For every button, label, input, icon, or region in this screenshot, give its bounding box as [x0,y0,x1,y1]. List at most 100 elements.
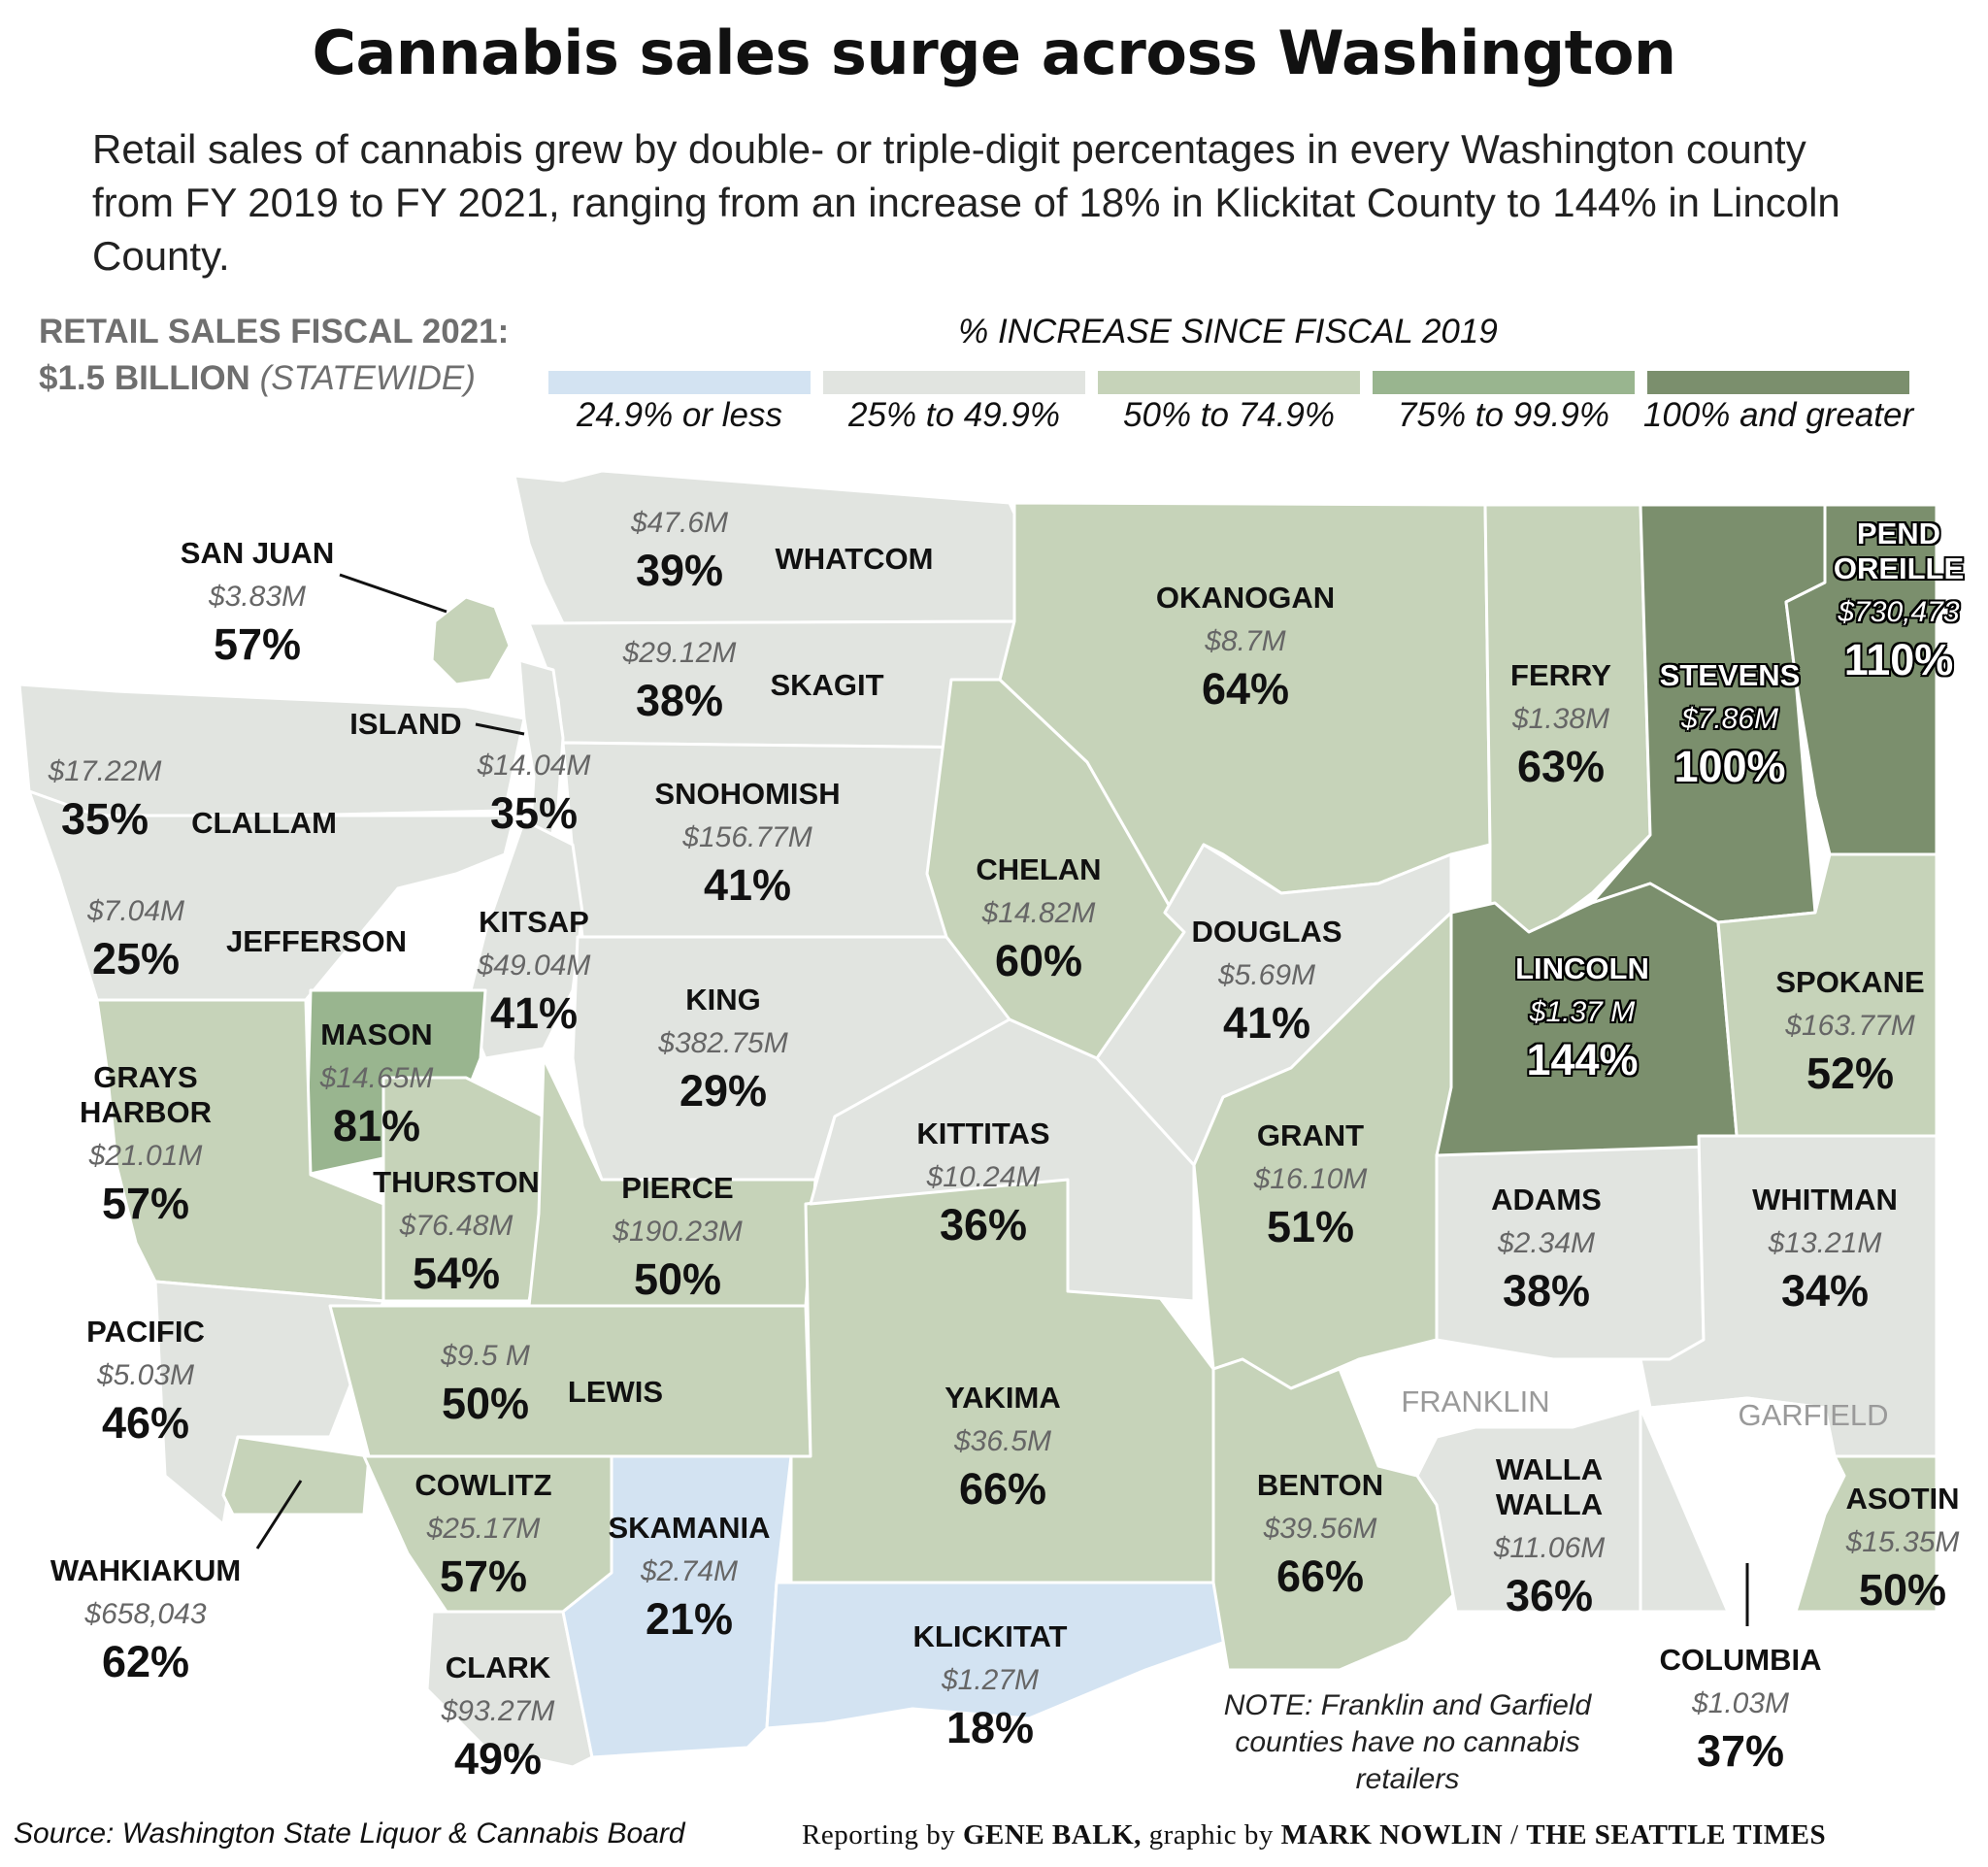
county-label-adams: ADAMS $2.34M 38% [1449,1183,1643,1315]
county-name: CLALLAM [191,806,337,840]
county-sales: $29.12M [622,637,737,669]
legend-label-2: 25% to 49.9% [848,396,1060,434]
county-sales: $21.01M [88,1140,203,1172]
legend-label-5: 100% and greater [1642,396,1914,434]
county-sales: $49.04M [477,950,591,982]
county-percent-increase: 35% [60,794,149,844]
county-name: WAHKIAKUM [50,1553,242,1587]
credit: Reporting by GENE BALK, graphic by MARK … [802,1819,1826,1851]
legend-swatch-1 [548,371,811,394]
county-name: KING [685,983,761,1017]
county-name: WHATCOM [775,542,934,576]
credit-outlet: THE SEATTLE TIMES [1526,1819,1827,1850]
county-label-island: ISLAND [318,707,493,742]
county-name: COLUMBIA [1659,1643,1822,1677]
county-name: SAN JUAN [180,536,335,570]
legend-title: % INCREASE SINCE FISCAL 2019 [958,313,1498,350]
county-label-thurston: THURSTON $76.48M 54% [359,1165,553,1297]
county-name: CHELAN [976,852,1102,886]
county-sales: $14.82M [981,897,1096,929]
legend-label-3: 50% to 74.9% [1123,396,1335,434]
legend-label-1: 24.9% or less [576,396,783,434]
county-label-franklin: FRANKLIN [1369,1384,1582,1419]
county-label-clallam: $17.22M 35% [32,755,178,843]
county-label-san-juan: SAN JUAN $3.83M 57% [131,536,383,668]
county-percent-increase: 66% [1276,1551,1365,1601]
county-sales: $36.5M [953,1425,1052,1457]
county-name: GARFIELD [1738,1398,1889,1432]
county-label-spokane: SPOKANE $163.77M 52% [1753,965,1947,1097]
county-label-mason: MASON $14.65M 81% [294,1017,459,1150]
county-name: PACIFIC [86,1315,205,1349]
county-percent-increase: 49% [453,1734,543,1784]
county-name: SNOHOMISH [654,777,841,811]
county-percent-increase: 29% [679,1066,768,1116]
statewide-scope: (STATEWIDE) [259,359,476,397]
county-percent-increase: 36% [1505,1571,1594,1620]
county-skamania [561,1454,793,1759]
county-label-king: KING $382.75M 29% [626,983,820,1115]
county-percent-increase: 60% [994,936,1083,985]
county-name: FRANKLIN [1401,1384,1550,1418]
county-sales: $730,473 [1838,596,1960,628]
county-percent-increase: 57% [101,1179,190,1228]
county-label-grays-harbor: GRAYS HARBOR $21.01M 57% [39,1060,252,1227]
county-label-columbia: COLUMBIA $1.03M 37% [1629,1643,1852,1775]
county-name: SKAMANIA [608,1511,771,1545]
county-sales: $1.03M [1691,1687,1790,1719]
county-percent-increase: 46% [101,1398,190,1448]
county-name: ASOTIN [1845,1482,1960,1516]
county-name: MASON [320,1017,433,1051]
credit-artist: MARK NOWLIN [1280,1819,1504,1850]
county-name: LINCOLN [1515,951,1649,985]
county-wahkiakum [221,1435,371,1517]
statewide-total: RETAIL SALES FISCAL 2021: $1.5 BILLION (… [39,309,509,402]
county-percent-increase: 50% [441,1379,530,1428]
statewide-amount: $1.5 BILLION [39,359,250,397]
county-percent-increase: 100% [1673,742,1786,791]
legend-swatch-3 [1098,371,1360,394]
county-sales: $15.35M [1845,1526,1960,1558]
county-san-juan [430,595,512,686]
source: Source: Washington State Liquor & Cannab… [14,1817,685,1850]
county-percent-increase: 144% [1526,1035,1639,1084]
county-pend-oreille [1784,503,1938,856]
wahkiakum-leader [255,1480,303,1550]
county-sales: $5.03M [96,1359,195,1391]
page-title: Cannabis sales surge across Washington [312,17,1676,88]
county-percent-increase: 50% [1858,1565,1947,1615]
county-sales: $25.17M [426,1513,541,1545]
county-label-grant: GRANT $16.10M 51% [1213,1118,1408,1250]
county-sales: $163.77M [1785,1010,1915,1042]
county-sales: $7.86M [1680,703,1779,735]
county-name: KITTITAS [916,1117,1050,1150]
county-label-yakima: YAKIMA $36.5M 66% [896,1381,1110,1513]
county-label-lewis-name: LEWIS [547,1375,683,1410]
legend-swatch-4 [1373,371,1635,394]
county-name: YAKIMA [944,1381,1061,1415]
county-name: OKANOGAN [1155,581,1336,615]
county-percent-increase: 51% [1266,1202,1355,1251]
county-label-whatcom: $47.6M 39% [612,507,747,594]
county-percent-increase: 64% [1201,664,1290,714]
county-sales: $1.38M [1511,703,1610,735]
county-label-lincoln: LINCOLN $1.37 M 144% [1475,951,1689,1084]
county-percent-increase: 34% [1780,1266,1870,1316]
county-percent-increase: 21% [645,1594,734,1644]
county-label-wahkiakum: WAHKIAKUM $658,043 62% [19,1553,272,1685]
county-percent-increase: 41% [703,860,792,910]
county-percent-increase: 39% [635,546,724,595]
county-sales: $14.04M [477,750,591,782]
county-percent-increase: 52% [1806,1049,1895,1098]
county-label-skamania: SKAMANIA $2.74M 21% [578,1511,801,1643]
county-jefferson [27,789,516,1002]
county-label-clallam-name: CLALLAM [167,806,361,841]
county-sales: $14.65M [319,1062,434,1094]
county-sales: $7.04M [86,895,185,927]
island-leader [475,722,525,736]
county-percent-increase: 50% [633,1254,722,1304]
legend-label-4: 75% to 99.9% [1398,396,1609,434]
county-percent-increase: 38% [1502,1266,1591,1316]
county-sales: $93.27M [441,1695,555,1727]
